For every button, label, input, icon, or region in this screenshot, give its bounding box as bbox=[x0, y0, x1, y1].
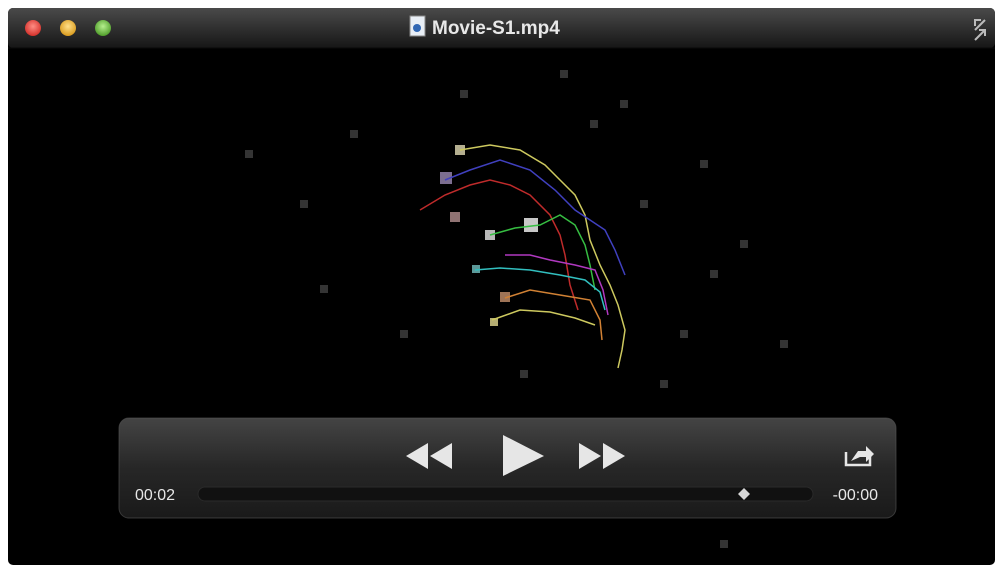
scrubber-track[interactable] bbox=[198, 487, 813, 501]
window-title: Movie-S1.mp4 bbox=[432, 18, 560, 39]
elapsed-time: 00:02 bbox=[135, 487, 175, 504]
remaining-time: -00:00 bbox=[833, 487, 878, 504]
player-window: Movie-S1.mp4 bbox=[0, 0, 999, 570]
zoom-button[interactable] bbox=[95, 20, 111, 36]
minimize-button[interactable] bbox=[60, 20, 76, 36]
close-button[interactable] bbox=[25, 20, 41, 36]
file-icon bbox=[410, 16, 425, 36]
